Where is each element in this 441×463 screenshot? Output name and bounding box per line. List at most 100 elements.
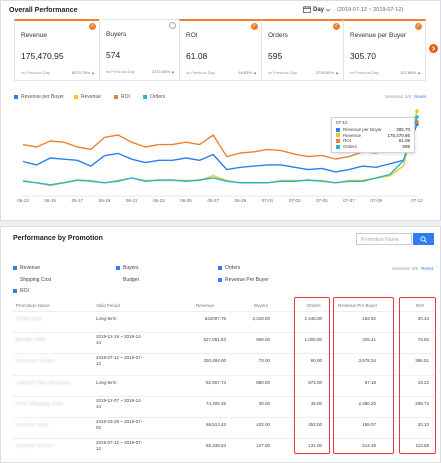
checkbox-icon bbox=[13, 266, 17, 270]
x-tick-label: 06-13 bbox=[17, 198, 29, 203]
metric-checkbox-revenue-per-buyer[interactable]: Revenue Per Buyer bbox=[218, 277, 269, 283]
roi-cell: 19.22 bbox=[417, 379, 429, 385]
promotion-name-cell[interactable]: Free Shipping Deal bbox=[16, 400, 64, 406]
kpi-card-revenue-per-buyer[interactable]: ✓ Revenue per Buyer 305.70 vs Previous D… bbox=[343, 19, 426, 81]
valid-period-cell: 14 bbox=[96, 340, 102, 346]
promotion-name-cell[interactable]: Flash Sale bbox=[16, 316, 43, 321]
promotion-name-cell[interactable]: Summer Promo bbox=[16, 443, 54, 449]
column-header-revenue-per-buyer[interactable]: Revenue Per Buyer bbox=[338, 303, 378, 308]
chart-tooltip: 07-12 Revenue per Buyer 305.70 Revenue 1… bbox=[331, 117, 415, 153]
column-header-promotion-name[interactable]: Promotion Name bbox=[16, 303, 50, 308]
kpi-card-orders[interactable]: ✓ Orders 595 vs Previous Day 2730.00% bbox=[261, 19, 344, 81]
promotion-name-cell[interactable]: Limited Time Discount bbox=[16, 379, 71, 385]
valid-period-cell: 2019-12-19 ~ 2019-12- bbox=[96, 334, 143, 340]
metric-checkbox-orders[interactable]: Orders bbox=[218, 265, 240, 271]
kpi-change: 2370.35% bbox=[152, 69, 175, 74]
column-header-roi[interactable]: ROI bbox=[416, 303, 425, 308]
valid-period-cell: 2019-07-12 ~ 2019-07- bbox=[96, 355, 143, 361]
legend-item-revenue-per-buyer[interactable]: Revenue per Buyer bbox=[14, 94, 64, 100]
legend-label: Revenue bbox=[81, 94, 102, 100]
column-header-orders[interactable]: Orders bbox=[307, 303, 321, 308]
tooltip-swatch bbox=[336, 138, 340, 143]
tooltip-row: Revenue 175,470.95 bbox=[336, 133, 410, 139]
chart-selection-status: Selected: 4/4 Reset bbox=[385, 94, 426, 99]
checkbox-label: Buyers bbox=[123, 265, 139, 271]
valid-period-cell: 02 bbox=[96, 425, 102, 430]
x-tick-label: 06-21 bbox=[125, 198, 138, 203]
valid-period-cell: 2019-07-12 ~ 2019-07- bbox=[96, 440, 143, 446]
roi-cell: 386.51 bbox=[415, 358, 429, 364]
promotion-name-cell[interactable]: Bundle Offer bbox=[16, 337, 48, 343]
checkbox-label: Budget bbox=[123, 277, 139, 283]
metric-checkbox-budget[interactable]: Budget bbox=[123, 277, 139, 283]
tooltip-value: 175,470.95 bbox=[387, 132, 410, 138]
legend-item-revenue[interactable]: Revenue bbox=[74, 94, 101, 100]
next-arrow-icon[interactable] bbox=[429, 44, 438, 53]
kpi-title: Revenue bbox=[21, 32, 48, 39]
x-tick-label: 06-29 bbox=[234, 198, 247, 203]
search-button[interactable] bbox=[413, 233, 434, 245]
legend-item-roi[interactable]: ROI bbox=[114, 94, 130, 100]
kpi-compare: vs Previous Day bbox=[21, 70, 50, 75]
checkbox-label: Shipping Cost bbox=[20, 277, 52, 283]
metric-checkbox-revenue[interactable]: Revenue bbox=[13, 265, 40, 271]
revenue-per-buyer-cell: 325.41 bbox=[362, 337, 376, 343]
checkbox-label: Revenue Per Buyer bbox=[225, 277, 269, 283]
kpi-change: 64.83% bbox=[238, 70, 257, 75]
date-selector[interactable]: Day (2019-07-12 ~ 2019-07-12) bbox=[303, 6, 403, 13]
chevron-right-icon bbox=[432, 46, 436, 51]
kpi-card-revenue[interactable]: ✓ Revenue 175,470.95 vs Previous Day 807… bbox=[14, 19, 100, 81]
revenue-per-buyer-cell: 67.18 bbox=[364, 379, 376, 385]
selected-count: Selected: 4/4 bbox=[385, 94, 412, 99]
promotion-name-cell[interactable]: Discount Promo bbox=[16, 358, 56, 364]
x-tick-label: 07-12 bbox=[411, 198, 423, 203]
empty-check-icon bbox=[169, 22, 176, 29]
promotion-search-input[interactable]: Promotion Name bbox=[356, 233, 412, 245]
kpi-title: Buyers bbox=[106, 31, 127, 38]
roi-cell: 209.72 bbox=[415, 400, 429, 406]
column-header-revenue[interactable]: Revenue bbox=[196, 303, 215, 308]
reset-link[interactable]: Reset bbox=[421, 266, 434, 271]
series-point bbox=[415, 109, 419, 113]
tooltip-series-name: Revenue per Buyer bbox=[343, 127, 382, 133]
checkbox-label: Revenue bbox=[20, 265, 41, 271]
promotion-name-cell[interactable]: Voucher Sale bbox=[16, 422, 49, 427]
kpi-title: Orders bbox=[268, 32, 288, 39]
legend-swatch bbox=[74, 95, 78, 99]
kpi-card-buyers[interactable]: Buyers 574 vs Previous Day 2370.35% bbox=[99, 19, 180, 81]
line-chart bbox=[22, 109, 419, 197]
x-tick-label: 06-19 bbox=[98, 198, 111, 203]
chevron-down-icon bbox=[325, 8, 331, 12]
kpi-compare: vs Previous Day bbox=[268, 70, 297, 75]
revenue-cell: 250,484.00 bbox=[203, 358, 226, 364]
roi-cell: 79.52 bbox=[417, 337, 429, 343]
metric-checkbox-roi[interactable]: ROI bbox=[13, 288, 29, 294]
x-tick-label: 07-09 bbox=[370, 198, 382, 203]
revenue-per-buyer-cell: 192.92 bbox=[362, 316, 376, 321]
tooltip-row: Orders 595 bbox=[336, 144, 410, 150]
metric-checkbox-buyers[interactable]: Buyers bbox=[116, 265, 139, 271]
x-tick-label: 07-01 bbox=[261, 198, 274, 203]
revenue-cell: 65,339.53 bbox=[205, 443, 226, 449]
column-header-buyers[interactable]: Buyers bbox=[254, 303, 269, 308]
reset-link[interactable]: Reset bbox=[414, 94, 427, 99]
buyers-cell: 70.00 bbox=[258, 358, 270, 364]
check-badge-icon: ✓ bbox=[415, 23, 422, 30]
x-tick-label: 07-03 bbox=[288, 198, 301, 203]
kpi-change: 8070.79% bbox=[72, 70, 95, 75]
metric-checkbox-shipping-cost[interactable]: Shipping Cost bbox=[20, 277, 51, 283]
valid-period-cell: 2019-12-07 ~ 2019-12- bbox=[96, 397, 143, 403]
column-header-valid-period[interactable]: Valid Period bbox=[96, 303, 120, 308]
revenue-cell: 527,061.53 bbox=[203, 337, 226, 343]
kpi-compare: vs Previous Day bbox=[186, 70, 215, 75]
tooltip-swatch bbox=[336, 144, 340, 149]
kpi-value: 61.08 bbox=[186, 51, 208, 61]
checkbox-label: Orders bbox=[225, 265, 241, 271]
revenue-per-buyer-cell: 514.48 bbox=[362, 443, 376, 449]
x-tick-label: 06-27 bbox=[207, 198, 219, 203]
table-row-divider bbox=[13, 332, 436, 334]
kpi-card-roi[interactable]: ✓ ROI 61.08 vs Previous Day 64.83% bbox=[179, 19, 262, 81]
revenue-cell: 82,557.74 bbox=[205, 379, 226, 385]
tooltip-row: ROI 61.08 bbox=[336, 138, 410, 144]
legend-item-orders[interactable]: Orders bbox=[143, 94, 165, 100]
